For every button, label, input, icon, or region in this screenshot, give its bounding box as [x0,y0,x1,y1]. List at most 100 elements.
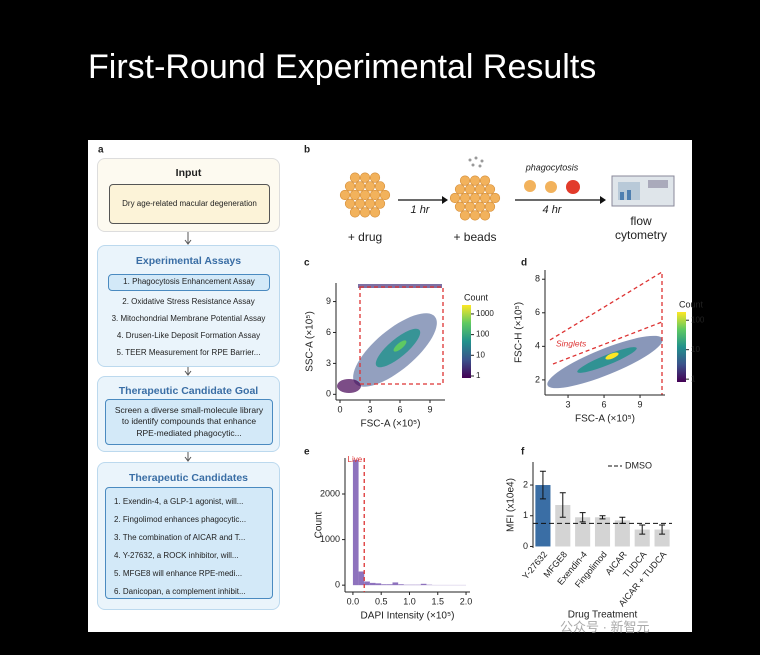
card-title: Input [175,167,202,179]
colorbar-title: Count [464,292,489,302]
cell [449,192,461,204]
card-title: Therapeutic Candidate Goal [118,385,259,397]
legend-label: DMSO [625,460,652,470]
y-tick-label: 9 [326,296,331,306]
histogram-bar [369,582,376,586]
slide-title: First-Round Experimental Results [88,48,596,86]
cell [469,210,481,221]
bar [614,520,630,547]
assay-item: 1. Phagocytosis Enhancement Assay [108,274,270,291]
bar [575,517,591,547]
bar [555,505,571,547]
error-bar [579,512,586,523]
y-tick-label: 8 [535,274,540,284]
cell [474,184,486,195]
y-tick-label: 6 [326,327,331,337]
error-bar [599,515,606,520]
cell [464,184,476,195]
threshold-label: Live [348,455,363,464]
x-tick-label: 3 [367,404,372,414]
bar [654,529,670,547]
y-tick-label: 3 [326,358,331,368]
gate-label: Singlets [556,338,587,348]
colorbar-tick-label: 10 [476,350,485,359]
error-bar [659,524,666,535]
x-tick-label: 9 [638,399,643,409]
time-label: 1 hr [411,204,431,216]
cell [359,189,371,201]
y-tick-label: 2000 [320,488,340,498]
assay-item: 5. TEER Measurement for RPE Barrier... [116,348,261,357]
bar [535,485,551,547]
histogram-bar [358,571,365,586]
candidate-item: 2. Fingolimod enhances phagocytic... [114,515,247,524]
x-tick-label: 2.0 [460,596,473,606]
cell [364,181,376,192]
histogram-bar [375,583,382,586]
cell [454,184,466,195]
cell [479,175,491,186]
colorbar [462,305,471,378]
cell [479,192,491,204]
cell [349,172,361,183]
histogram-bar [392,582,399,586]
assay-item: 2. Oxidative Stress Resistance Assay [122,297,255,306]
y-axis-label: MFI (x10e4) [506,478,517,532]
card-title: Experimental Assays [135,255,242,267]
candidates-card: Therapeutic Candidates 1. Exendin-4, a G… [97,462,280,610]
step-label: + beads [453,230,496,244]
time-label: 4 hr [543,204,563,216]
y-tick-label: 1 [523,510,528,520]
cell [354,198,366,209]
error-bar [539,470,546,500]
y-tick-label: 2 [535,374,540,384]
colorbar-tick-label: 100 [476,330,490,339]
step-label: + drug [348,230,382,244]
panel-label: c [304,258,310,269]
error-bar [559,492,566,518]
y-tick-label: 4 [535,341,540,351]
cell [364,198,376,209]
panel-label: e [304,447,310,458]
panel-label: f [521,447,525,458]
x-tick-label: 0 [337,404,342,414]
panel-label: b [304,145,310,156]
x-tick-label: 1.0 [403,596,416,606]
panel-label: a [98,145,104,156]
cell [359,172,371,183]
cell [344,181,356,192]
colorbar-tick-label: 10 [691,345,700,354]
x-tick-label: 6 [602,399,607,409]
cell [459,192,471,204]
histogram-bar [352,459,359,586]
input-text: Dry age-related macular degeneration [109,184,270,224]
cell [339,189,351,201]
y-axis-label: Count [314,511,325,538]
y-tick-label: 1000 [320,534,340,544]
histogram-bar [420,583,427,586]
panel-label: d [521,258,527,269]
density-cloud [547,270,663,395]
process-label: phagocytosis [525,162,579,172]
cell [369,189,381,201]
cell [344,198,356,209]
histogram-bar [386,584,393,586]
y-tick-label: 0 [326,389,331,399]
cell [379,189,391,201]
y-tick-label: 0 [335,580,340,590]
histogram-bar [364,581,370,586]
y-tick-label: 6 [535,307,540,317]
x-tick-label: 9 [427,404,432,414]
candidate-list: 1. Exendin-4, a GLP-1 agonist, will... 2… [105,487,273,599]
cell [374,198,386,209]
x-axis-label: Drug Treatment [568,610,638,621]
flow-readout: flow cytometry [614,214,667,242]
input-card: Input Dry age-related macular degenerati… [97,158,280,232]
cell [454,201,466,212]
x-axis-label: FSC-A (×10⁵) [361,419,421,430]
x-tick-label: 0.5 [375,596,388,606]
cell [359,207,371,218]
y-axis-label: SSC-A (×10⁵) [305,311,316,372]
cell [369,172,381,183]
cell [479,210,491,221]
